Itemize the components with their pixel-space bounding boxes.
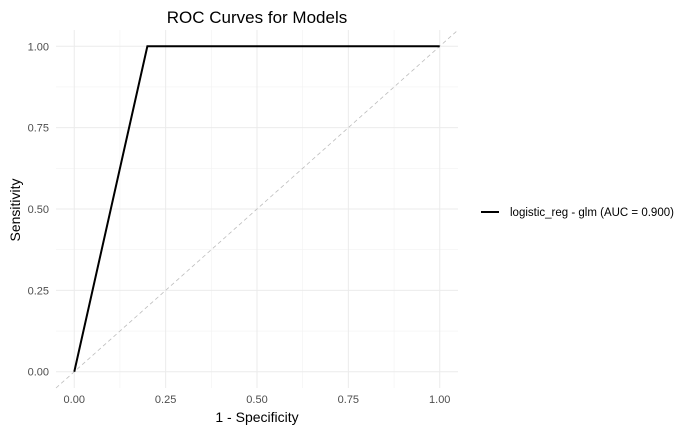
chart-title: ROC Curves for Models bbox=[167, 8, 347, 27]
y-tick-label: 1.00 bbox=[28, 41, 49, 53]
reference-diagonal bbox=[55, 29, 459, 389]
reference-line bbox=[55, 29, 459, 389]
series-line bbox=[73, 45, 440, 372]
y-tick-label: 0.00 bbox=[28, 367, 49, 379]
legend: logistic_reg - glm (AUC = 0.900) bbox=[481, 207, 674, 219]
y-axis-ticks: 0.00 0.25 0.50 0.75 1.00 bbox=[28, 41, 49, 378]
x-tick-label: 0.00 bbox=[64, 394, 85, 406]
legend-label: logistic_reg - glm (AUC = 0.900) bbox=[510, 207, 674, 219]
y-axis-title: Sensitivity bbox=[7, 178, 23, 241]
x-axis-title: 1 - Specificity bbox=[215, 409, 298, 425]
x-tick-label: 0.25 bbox=[155, 394, 176, 406]
x-tick-label: 0.50 bbox=[246, 394, 267, 406]
y-tick-label: 0.50 bbox=[28, 204, 49, 216]
x-tick-label: 0.75 bbox=[338, 394, 359, 406]
y-tick-label: 0.25 bbox=[28, 285, 49, 297]
x-axis-ticks: 0.00 0.25 0.50 0.75 1.00 bbox=[64, 394, 451, 406]
y-tick-label: 0.75 bbox=[28, 123, 49, 135]
series-group bbox=[73, 45, 440, 372]
x-tick-label: 1.00 bbox=[429, 394, 450, 406]
